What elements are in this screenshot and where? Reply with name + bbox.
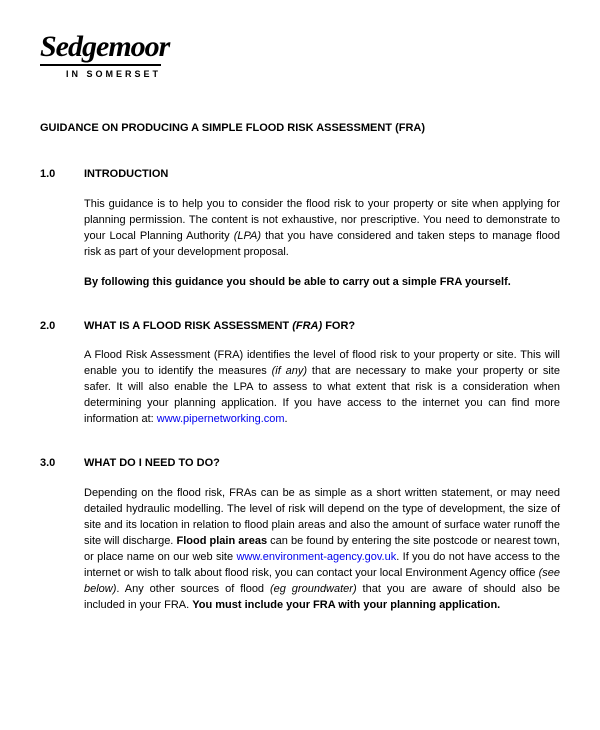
text: . Any other sources of flood xyxy=(116,583,270,595)
paragraph: Depending on the flood risk, FRAs can be… xyxy=(84,486,560,614)
text: FOR? xyxy=(322,320,355,332)
section-number: 2.0 xyxy=(40,319,84,443)
logo-sub: IN SOMERSET xyxy=(40,64,161,81)
section-body: WHAT IS A FLOOD RISK ASSESSMENT (FRA) FO… xyxy=(84,319,560,443)
logo-wrap: Sedgemoor IN SOMERSET xyxy=(40,32,169,83)
section-1: 1.0 INTRODUCTION This guidance is to hel… xyxy=(40,167,560,305)
text-italic: (LPA) xyxy=(234,230,261,242)
paragraph: A Flood Risk Assessment (FRA) identifies… xyxy=(84,348,560,428)
text-italic: (eg groundwater) xyxy=(270,583,357,595)
logo: Sedgemoor IN SOMERSET xyxy=(40,32,560,83)
section-2: 2.0 WHAT IS A FLOOD RISK ASSESSMENT (FRA… xyxy=(40,319,560,443)
logo-main: Sedgemoor xyxy=(40,32,169,62)
section-number: 3.0 xyxy=(40,456,84,627)
document-title: GUIDANCE ON PRODUCING A SIMPLE FLOOD RIS… xyxy=(40,121,560,137)
link-pipernetworking[interactable]: www.pipernetworking.com xyxy=(157,413,285,425)
text-bold: You must include your FRA with your plan… xyxy=(192,599,500,611)
section-number: 1.0 xyxy=(40,167,84,305)
text-italic: (FRA) xyxy=(292,320,322,332)
paragraph-bold: By following this guidance you should be… xyxy=(84,275,560,291)
text: . xyxy=(285,413,288,425)
section-heading: WHAT DO I NEED TO DO? xyxy=(84,456,560,472)
section-3: 3.0 WHAT DO I NEED TO DO? Depending on t… xyxy=(40,456,560,627)
text: WHAT IS A FLOOD RISK ASSESSMENT xyxy=(84,320,292,332)
text-bold: Flood plain areas xyxy=(176,535,267,547)
paragraph: This guidance is to help you to consider… xyxy=(84,197,560,261)
link-environment-agency[interactable]: www.environment-agency.gov.uk xyxy=(236,551,396,563)
section-heading: INTRODUCTION xyxy=(84,167,560,183)
section-body: WHAT DO I NEED TO DO? Depending on the f… xyxy=(84,456,560,627)
section-body: INTRODUCTION This guidance is to help yo… xyxy=(84,167,560,305)
section-heading: WHAT IS A FLOOD RISK ASSESSMENT (FRA) FO… xyxy=(84,319,560,335)
text-italic: (if any) xyxy=(272,365,307,377)
